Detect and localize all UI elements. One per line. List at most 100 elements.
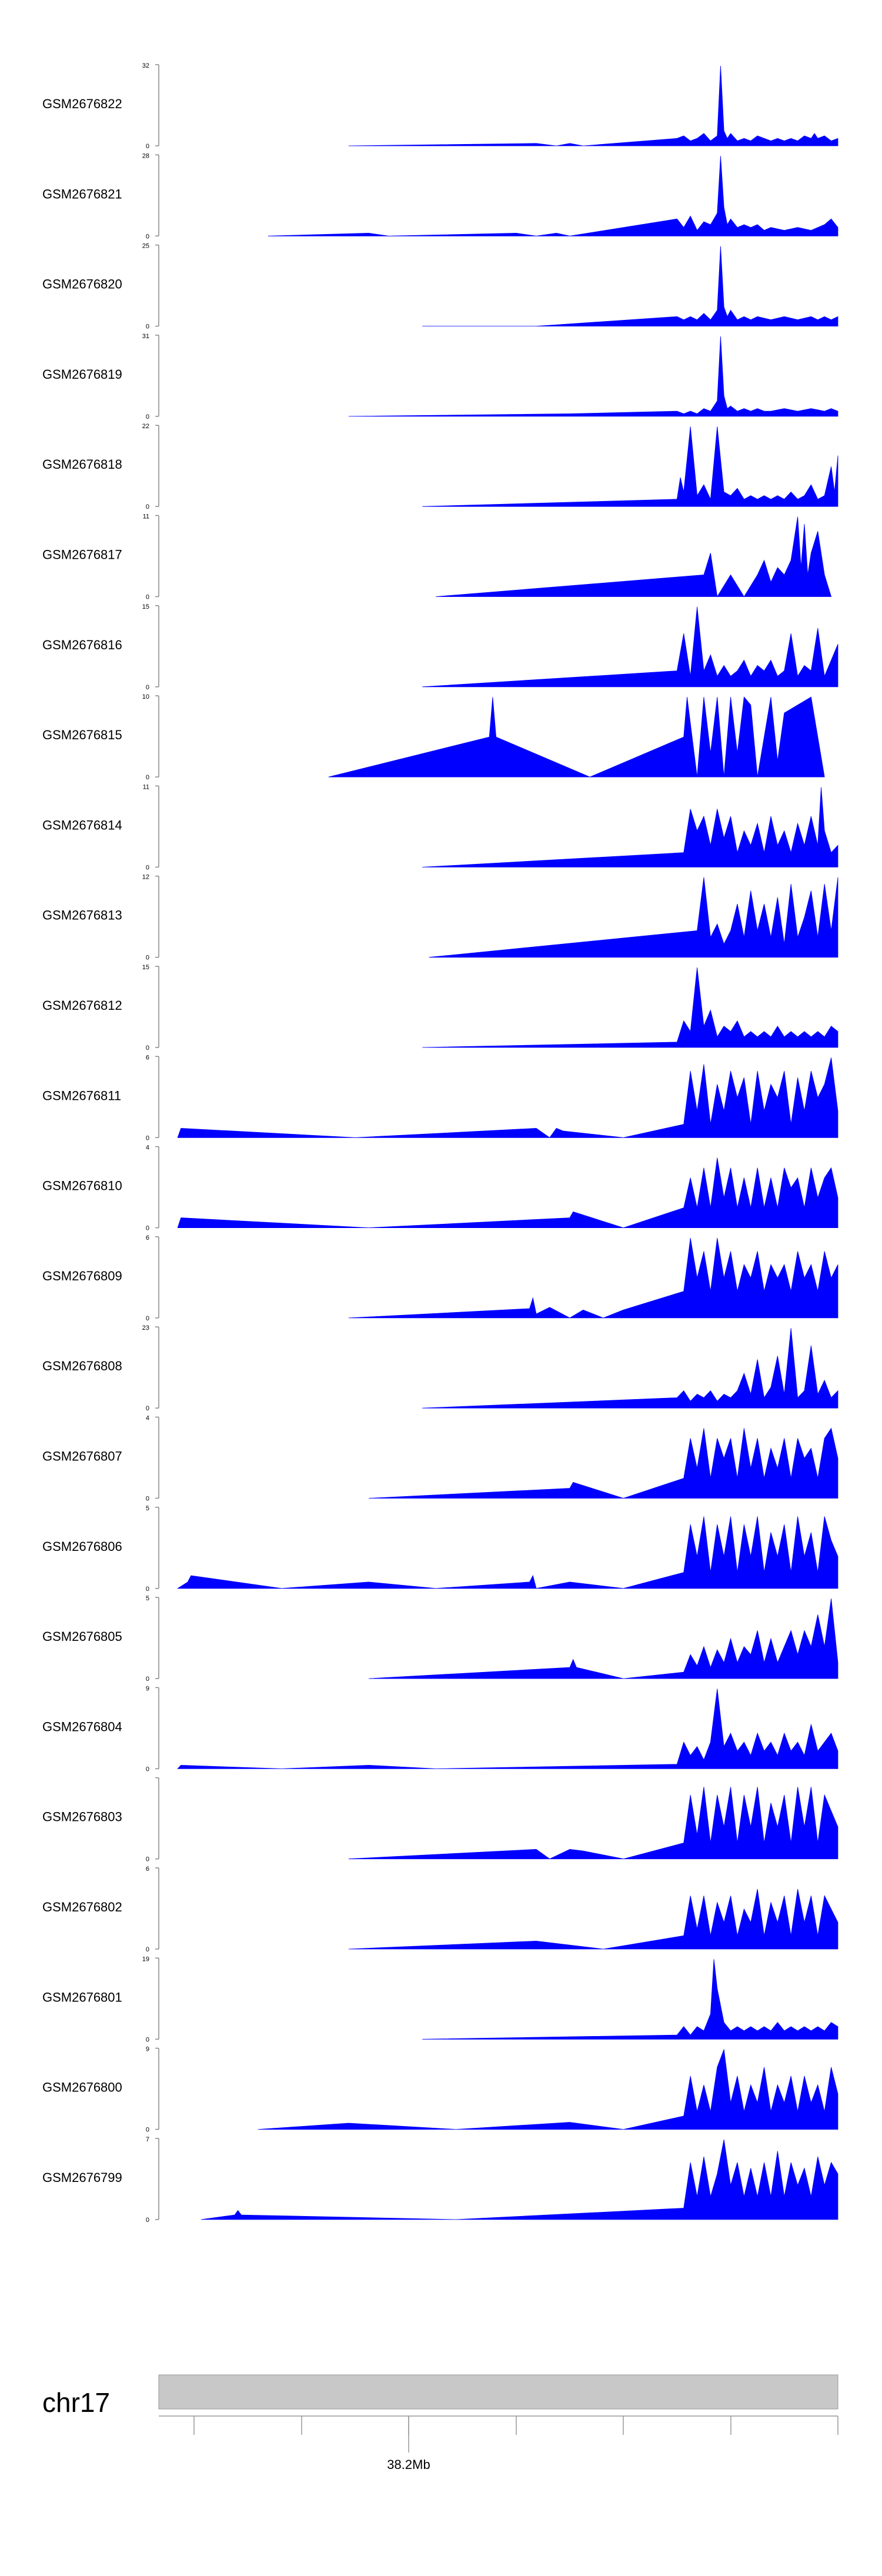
- track-name: GSM2676800: [42, 2080, 122, 2095]
- track-name: GSM2676804: [42, 1719, 122, 1734]
- coverage-area: [422, 426, 838, 507]
- y-min-label: 0: [146, 413, 149, 421]
- track-GSM2676799: GSM2676799 7 0: [42, 2136, 838, 2224]
- y-min-label: 0: [146, 1586, 149, 1593]
- track-GSM2676809: GSM2676809 6 0: [42, 1234, 838, 1322]
- track-name: GSM2676820: [42, 277, 122, 292]
- chromosome-label: chr17: [42, 2387, 111, 2418]
- coverage-area: [268, 156, 838, 236]
- track-name: GSM2676808: [42, 1359, 122, 1373]
- track-name: GSM2676815: [42, 728, 122, 742]
- y-min-label: 0: [146, 1946, 149, 1953]
- y-min-label: 0: [146, 1405, 149, 1412]
- track-GSM2676801: GSM2676801 19 0: [42, 1956, 838, 2043]
- y-max-label: 23: [142, 1324, 149, 1332]
- y-min-label: 0: [146, 143, 149, 150]
- y-min-label: 0: [146, 684, 149, 691]
- y-max-label: 5: [146, 1595, 149, 1602]
- coverage-area: [422, 967, 838, 1048]
- track-name: GSM2676817: [42, 548, 122, 562]
- y-max-label: 6: [146, 1054, 149, 1061]
- genome-axis-tick-label: 38.2Mb: [387, 2457, 430, 2472]
- track-GSM2676802: GSM2676802 6 0: [42, 1866, 838, 1953]
- y-max-label: 9: [146, 2046, 149, 2053]
- y-min-label: 0: [146, 1676, 149, 1683]
- track-GSM2676807: GSM2676807 4 0: [42, 1415, 838, 1503]
- coverage-area: [176, 1516, 838, 1589]
- coverage-area: [422, 246, 838, 326]
- y-max-label: 9: [146, 1685, 149, 1692]
- track-GSM2676803: GSM2676803 0: [42, 1777, 838, 1863]
- y-max-label: 4: [146, 1415, 149, 1422]
- y-min-label: 0: [146, 955, 149, 962]
- y-min-label: 0: [146, 1315, 149, 1322]
- y-min-label: 0: [146, 323, 149, 331]
- track-GSM2676819: GSM2676819 31 0: [42, 333, 838, 421]
- coverage-area: [177, 1057, 838, 1138]
- y-max-label: 11: [143, 513, 149, 520]
- y-max-label: 15: [142, 603, 149, 610]
- track-GSM2676818: GSM2676818 22 0: [42, 423, 838, 510]
- track-GSM2676820: GSM2676820 25 0: [42, 243, 838, 331]
- coverage-area: [258, 2049, 838, 2130]
- track-name: GSM2676814: [42, 817, 122, 832]
- y-max-label: 28: [142, 152, 149, 159]
- y-min-label: 0: [146, 1045, 149, 1052]
- coverage-area: [177, 1689, 838, 1769]
- track-name: GSM2676812: [42, 998, 122, 1013]
- y-max-label: 15: [142, 964, 149, 971]
- coverage-area: [348, 1888, 838, 1950]
- track-name: GSM2676803: [42, 1810, 122, 1824]
- track-GSM2676805: GSM2676805 5 0: [42, 1595, 838, 1683]
- track-GSM2676806: GSM2676806 5 0: [42, 1505, 838, 1593]
- coverage-area: [422, 787, 838, 867]
- ideogram: 38.2Mb: [158, 2374, 838, 2472]
- y-min-label: 0: [146, 2127, 149, 2134]
- track-GSM2676811: GSM2676811 6 0: [42, 1054, 838, 1142]
- coverage-area: [368, 1599, 838, 1679]
- track-GSM2676810: GSM2676810 4 0: [42, 1144, 838, 1232]
- track-GSM2676815: GSM2676815 10 0: [42, 693, 825, 781]
- track-name: GSM2676799: [42, 2170, 122, 2185]
- track-name: GSM2676811: [42, 1088, 121, 1103]
- y-max-label: 22: [142, 423, 149, 430]
- y-min-label: 0: [146, 864, 149, 871]
- track-name: GSM2676807: [42, 1449, 122, 1464]
- track-name: GSM2676809: [42, 1269, 122, 1283]
- coverage-area: [328, 696, 825, 778]
- y-max-label: 6: [146, 1866, 149, 1873]
- track-GSM2676812: GSM2676812 15 0: [42, 964, 838, 1052]
- track-GSM2676817: GSM2676817 11 0: [42, 513, 832, 601]
- coverage-area: [422, 1328, 838, 1409]
- y-min-label: 0: [146, 1496, 149, 1503]
- track-name: GSM2676806: [42, 1539, 122, 1554]
- track-GSM2676813: GSM2676813 12 0: [42, 874, 838, 962]
- coverage-area: [177, 1157, 838, 1229]
- y-min-label: 0: [146, 1856, 149, 1863]
- y-min-label: 0: [146, 1766, 149, 1773]
- y-max-label: 11: [143, 783, 149, 790]
- track-name: GSM2676822: [42, 96, 122, 111]
- track-name: GSM2676816: [42, 638, 122, 652]
- track-GSM2676816: GSM2676816 15 0: [42, 603, 838, 691]
- y-min-label: 0: [146, 2217, 149, 2224]
- y-max-label: 7: [146, 2136, 149, 2143]
- y-max-label: 4: [146, 1144, 149, 1152]
- y-min-label: 0: [146, 1225, 149, 1232]
- coverage-area: [348, 65, 838, 146]
- y-min-label: 0: [146, 774, 149, 781]
- track-name: GSM2676813: [42, 908, 122, 923]
- chromosome-band: [158, 2374, 838, 2410]
- track-GSM2676821: GSM2676821 28 0: [42, 152, 838, 240]
- coverage-area: [348, 336, 838, 417]
- track-name: GSM2676801: [42, 1990, 122, 2004]
- y-min-label: 0: [146, 594, 149, 601]
- y-min-label: 0: [146, 233, 149, 240]
- track-name: GSM2676819: [42, 367, 122, 382]
- track-GSM2676822: GSM2676822 32 0: [42, 62, 838, 150]
- y-max-label: 6: [146, 1234, 149, 1242]
- track-GSM2676814: GSM2676814 11 0: [42, 783, 838, 871]
- track-GSM2676804: GSM2676804 9 0: [42, 1685, 838, 1773]
- coverage-area: [422, 1959, 838, 2040]
